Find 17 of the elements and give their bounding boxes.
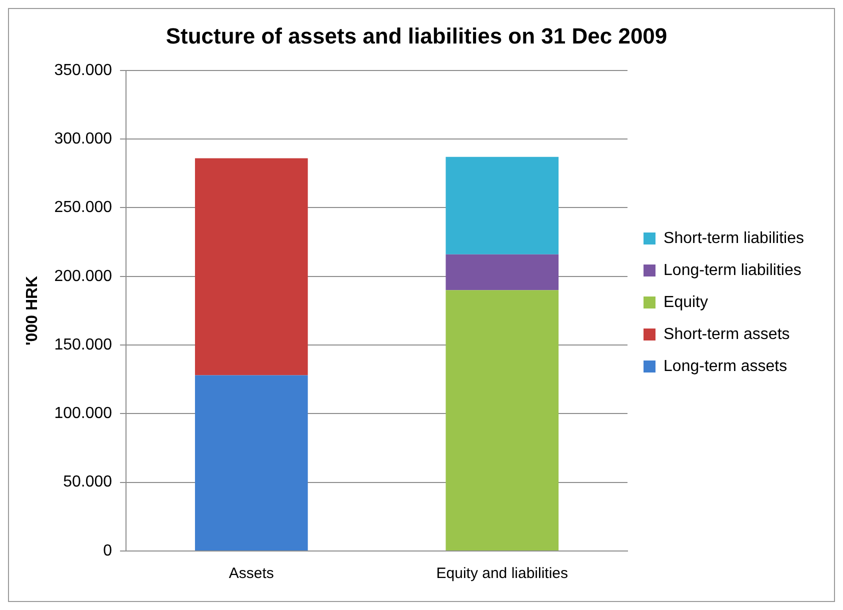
- y-tick-label: 300.000: [54, 130, 112, 148]
- legend-label: Short-term assets: [664, 326, 790, 343]
- y-tick-label: 250.000: [54, 199, 112, 216]
- y-tick-label: 200.000: [54, 268, 112, 285]
- legend-label: Long-term assets: [664, 358, 788, 375]
- y-axis-title: '000 HRK: [24, 275, 42, 346]
- chart-title: Stucture of assets and liabilities on 31 Dec 2009: [166, 23, 668, 48]
- y-tick-label: 350.000: [54, 62, 112, 79]
- legend-label: Short-term liabilities: [664, 230, 804, 247]
- x-tick-label: Equity and liabilities: [436, 565, 568, 582]
- legend-label: Long-term liabilities: [664, 262, 802, 279]
- y-tick-label: 50.000: [63, 474, 112, 491]
- legend-label: Equity: [664, 294, 708, 311]
- x-tick-label: Assets: [228, 565, 274, 582]
- y-tick-label: 150.000: [54, 336, 112, 354]
- y-tick-label: 100.000: [54, 405, 112, 422]
- y-tick-label: 0: [103, 542, 112, 560]
